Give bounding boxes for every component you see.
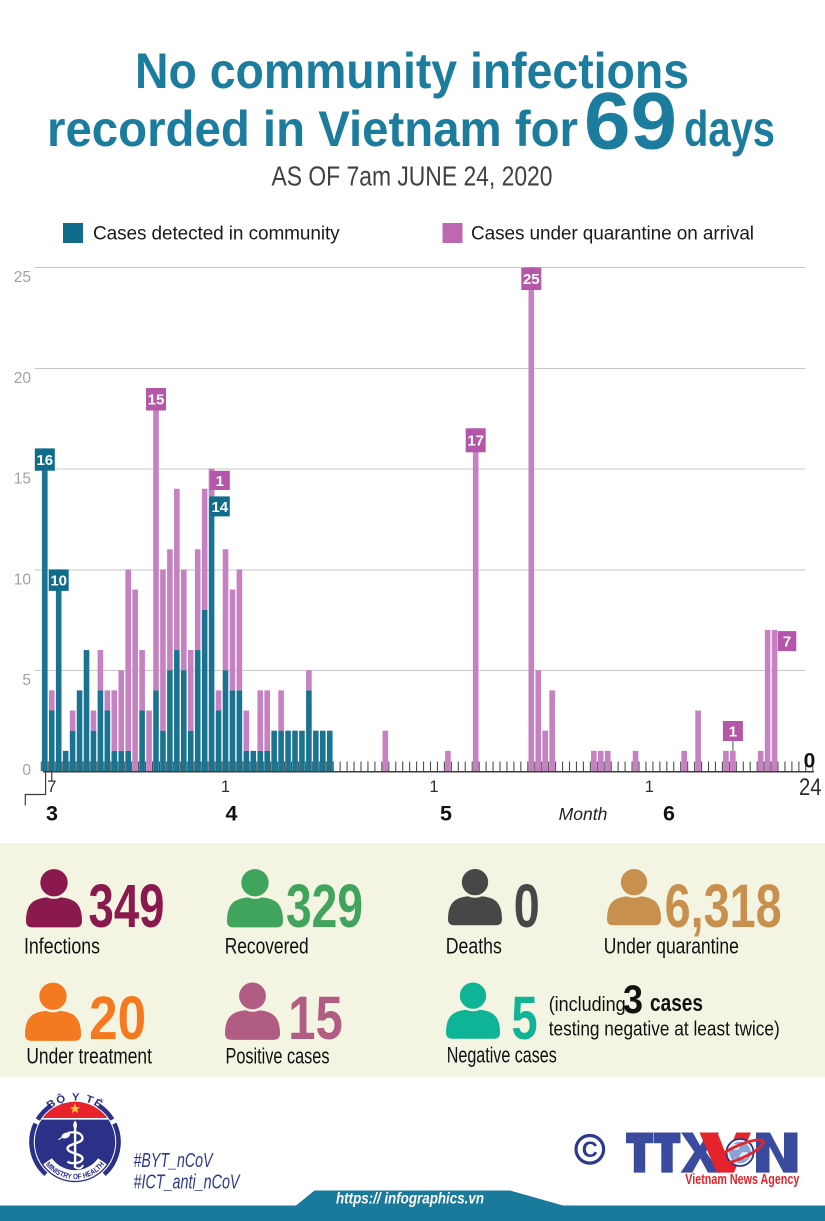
svg-text:5: 5 bbox=[440, 802, 452, 826]
svg-text:recorded in Vietnam for: recorded in Vietnam for bbox=[47, 101, 578, 157]
svg-text:4: 4 bbox=[226, 802, 238, 826]
svg-text:349: 349 bbox=[89, 872, 165, 940]
svg-text:6,318: 6,318 bbox=[665, 872, 782, 940]
svg-text:Under treatment: Under treatment bbox=[26, 1044, 151, 1069]
svg-text:Under quarantine: Under quarantine bbox=[604, 934, 739, 959]
svg-text:7: 7 bbox=[47, 778, 56, 796]
svg-text:Cases detected in community: Cases detected in community bbox=[93, 224, 340, 245]
svg-text:25: 25 bbox=[14, 269, 31, 286]
svg-text:14: 14 bbox=[211, 499, 228, 516]
svg-text:No community infections: No community infections bbox=[135, 43, 689, 99]
svg-text:Month: Month bbox=[559, 804, 608, 824]
svg-text:days: days bbox=[684, 101, 775, 157]
svg-text:Positive cases: Positive cases bbox=[226, 1044, 330, 1069]
svg-text:7: 7 bbox=[783, 634, 791, 651]
svg-text:(including: (including bbox=[549, 993, 626, 1016]
svg-text:6: 6 bbox=[663, 802, 675, 826]
svg-text:25: 25 bbox=[523, 271, 540, 288]
svg-text:16: 16 bbox=[36, 452, 53, 469]
svg-text:5: 5 bbox=[22, 672, 31, 689]
svg-text:Recovered: Recovered bbox=[225, 934, 309, 959]
svg-text:testing negative at least twic: testing negative at least twice) bbox=[549, 1018, 780, 1041]
svg-text:#ICT_anti_nCoV: #ICT_anti_nCoV bbox=[134, 1172, 241, 1194]
svg-text:0: 0 bbox=[514, 872, 540, 940]
svg-text:Vietnam News Agency: Vietnam News Agency bbox=[685, 1171, 799, 1188]
svg-text:#BYT_nCoV: #BYT_nCoV bbox=[134, 1150, 214, 1172]
svg-text:20: 20 bbox=[14, 370, 32, 387]
svg-text:Cases under quarantine on arri: Cases under quarantine on arrival bbox=[471, 224, 754, 245]
svg-text:https:// infographics.vn: https:// infographics.vn bbox=[336, 1191, 484, 1208]
svg-text:cases: cases bbox=[650, 990, 703, 1017]
svg-text:AS OF 7am JUNE 24, 2020: AS OF 7am JUNE 24, 2020 bbox=[272, 161, 553, 192]
svg-text:1: 1 bbox=[429, 778, 438, 796]
svg-text:Deaths: Deaths bbox=[446, 934, 502, 959]
svg-text:1: 1 bbox=[216, 473, 224, 490]
svg-text:Negative cases: Negative cases bbox=[447, 1043, 557, 1068]
svg-text:1: 1 bbox=[729, 723, 737, 740]
svg-text:10: 10 bbox=[14, 571, 32, 588]
svg-text:C: C bbox=[582, 1137, 598, 1162]
svg-text:24: 24 bbox=[799, 774, 822, 801]
svg-text:20: 20 bbox=[89, 984, 146, 1052]
svg-text:1: 1 bbox=[221, 778, 230, 796]
svg-text:15: 15 bbox=[148, 392, 165, 409]
svg-text:3: 3 bbox=[46, 802, 58, 826]
svg-text:69: 69 bbox=[584, 77, 677, 167]
svg-text:17: 17 bbox=[467, 433, 484, 450]
svg-text:5: 5 bbox=[511, 984, 537, 1052]
svg-text:1: 1 bbox=[645, 778, 654, 796]
svg-text:3: 3 bbox=[623, 978, 643, 1022]
svg-text:15: 15 bbox=[288, 984, 343, 1052]
svg-text:15: 15 bbox=[14, 471, 31, 488]
svg-text:0: 0 bbox=[804, 750, 816, 773]
svg-text:329: 329 bbox=[286, 872, 363, 940]
svg-text:10: 10 bbox=[50, 573, 67, 590]
svg-text:Infections: Infections bbox=[24, 934, 100, 959]
svg-text:0: 0 bbox=[22, 762, 31, 779]
